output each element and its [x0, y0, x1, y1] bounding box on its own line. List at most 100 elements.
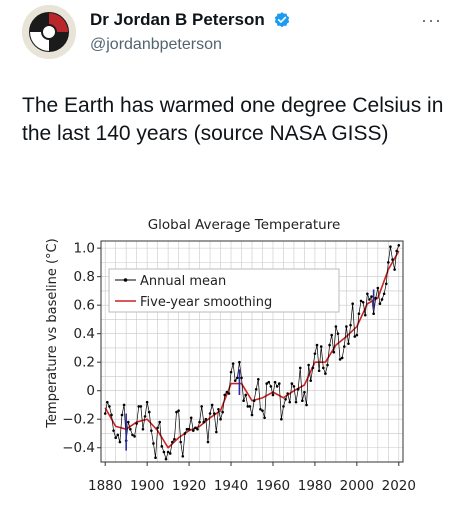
annual-mean-point [324, 372, 327, 375]
annual-mean-point [319, 345, 323, 348]
annual-mean-point [206, 440, 210, 444]
y-tick-label: 1.0 [74, 241, 95, 257]
annual-mean-point [233, 379, 237, 383]
annual-mean-point [292, 385, 296, 388]
annual-mean-point [152, 442, 155, 445]
annual-mean-point [345, 325, 348, 328]
annual-mean-point [307, 363, 310, 367]
annual-mean-point [347, 342, 350, 345]
annual-mean-point [370, 295, 373, 298]
avatar[interactable] [22, 5, 76, 59]
chart-title: Global Average Temperature [148, 217, 341, 233]
annual-mean-point [238, 360, 241, 364]
annual-mean-point [330, 333, 333, 337]
avatar-logo-icon [22, 5, 76, 59]
annual-mean-point [160, 445, 164, 448]
annual-mean-point [221, 410, 224, 414]
annual-mean-point [384, 282, 388, 286]
annual-mean-point [135, 422, 138, 425]
legend-annual-label: Annual mean [140, 274, 226, 289]
annual-mean-point [225, 390, 229, 394]
annual-mean-point [204, 417, 208, 421]
annual-mean-point [387, 261, 390, 264]
annual-mean-point [198, 420, 201, 424]
annual-mean-point [342, 345, 346, 348]
annual-mean-point [254, 387, 258, 391]
annual-mean-point [158, 420, 162, 424]
annual-mean-point [298, 366, 302, 370]
annual-mean-point [378, 302, 382, 306]
annual-mean-point [284, 397, 287, 401]
annual-mean-point [395, 249, 399, 253]
annual-mean-point [305, 403, 308, 407]
annual-mean-point [212, 412, 216, 415]
annual-mean-point [397, 243, 401, 247]
annual-mean-point [191, 429, 195, 432]
annual-mean-point [217, 407, 220, 411]
annual-mean-point [219, 417, 222, 421]
annual-mean-point [315, 343, 319, 347]
annual-mean-point [359, 299, 363, 303]
annual-mean-point [141, 427, 145, 431]
y-tick-label: 0.8 [74, 269, 95, 285]
annual-mean-point [332, 350, 336, 354]
annual-mean-point [118, 440, 122, 444]
annual-mean-point [147, 410, 151, 414]
annual-mean-point [340, 356, 344, 360]
legend-box [108, 268, 340, 313]
annual-mean-point [122, 403, 126, 407]
annual-mean-point [236, 376, 239, 380]
annual-mean-point [112, 429, 115, 432]
more-options-icon[interactable]: ··· [421, 10, 442, 30]
annual-mean-point [179, 440, 182, 444]
annual-mean-point [133, 435, 136, 438]
annual-mean-point [103, 412, 107, 415]
annual-mean-point [252, 399, 256, 402]
annual-mean-point [137, 405, 141, 408]
annual-mean-point [250, 413, 254, 417]
annual-mean-point [189, 416, 193, 420]
author-name[interactable]: Dr Jordan B Peterson [90, 10, 265, 29]
annual-mean-point [248, 405, 252, 408]
y-tick-label: 0 [86, 383, 95, 399]
annual-mean-point [265, 382, 268, 385]
annual-mean-point [164, 457, 168, 461]
author-handle[interactable]: @jordanbpeterson [90, 36, 222, 53]
annual-mean-point [240, 376, 243, 380]
annual-mean-point [286, 392, 289, 395]
annual-mean-point [322, 366, 325, 370]
annual-mean-point [202, 420, 206, 424]
annual-mean-point [271, 393, 275, 397]
annual-mean-point [110, 413, 113, 417]
y-axis-label: Temperature vs baseline (°C) [45, 238, 60, 428]
annual-mean-point [355, 333, 359, 337]
annual-mean-point [338, 358, 342, 361]
annual-mean-point [382, 292, 386, 296]
x-tick-label: 1960 [256, 478, 290, 494]
y-tick-label: −0.4 [62, 440, 95, 456]
annual-mean-point [108, 405, 111, 408]
annual-mean-point [294, 400, 298, 404]
annual-mean-point [267, 380, 271, 384]
annual-mean-point [336, 332, 340, 335]
annual-mean-point [114, 436, 117, 440]
annual-mean-point [301, 399, 304, 402]
annual-mean-point [263, 416, 266, 420]
annual-mean-point [374, 296, 378, 300]
series-annual-mean [103, 243, 401, 461]
annual-mean-point [269, 385, 273, 388]
annual-mean-point [126, 420, 130, 424]
legend-smoothing-label: Five-year smoothing [140, 295, 272, 310]
annual-mean-point [129, 427, 132, 431]
y-tick-label: 0.2 [74, 355, 95, 371]
annual-mean-point [187, 427, 191, 431]
annual-mean-point [353, 335, 357, 338]
annual-mean-point [227, 392, 231, 395]
annual-mean-point [150, 429, 153, 432]
annual-mean-point [290, 382, 294, 385]
annual-mean-point [210, 403, 214, 407]
annual-mean-point [309, 379, 313, 383]
annual-mean-point [145, 400, 149, 404]
annual-mean-point [171, 440, 174, 444]
legend-annual-marker [123, 278, 128, 282]
